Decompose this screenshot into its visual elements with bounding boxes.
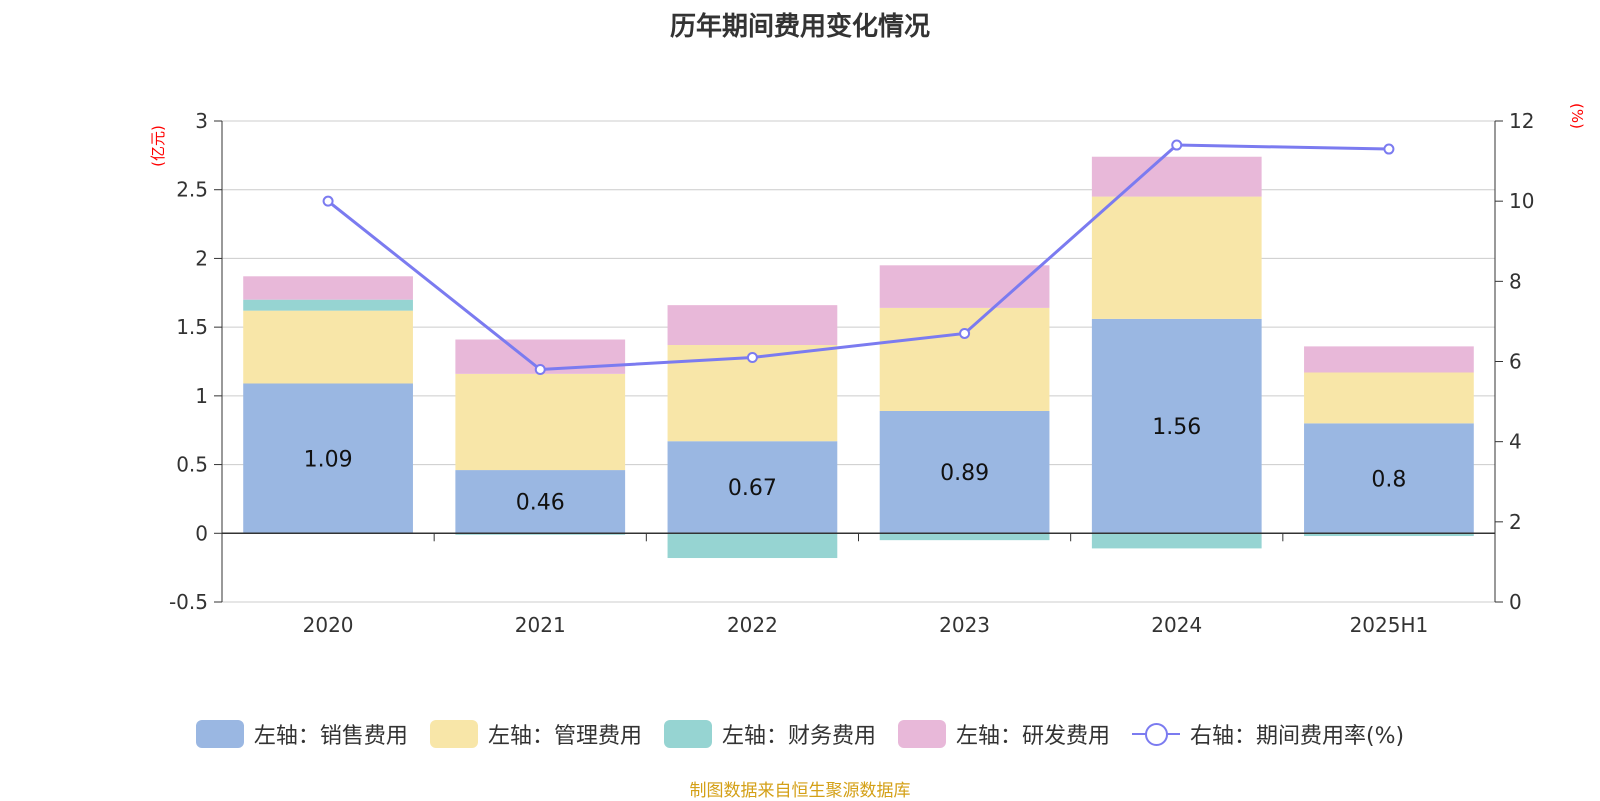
- bar-segment: [1304, 423, 1474, 534]
- axes: -0.5 0 0.5 1 1.5 2 2.5 3 0 2 4 6 8 10 12 2020 2021 2022 20…: [169, 109, 1534, 637]
- bar-segment: [879, 410, 1050, 534]
- bar-segment: [667, 305, 838, 346]
- left-axis-tick-label: 0: [195, 521, 208, 545]
- data-label: 1.09: [304, 447, 353, 472]
- category-label: 2025H1: [1350, 613, 1429, 637]
- rate-point: [959, 327, 971, 339]
- bar-segment: [455, 470, 626, 534]
- rate-point: [1171, 139, 1183, 151]
- left-axis-tick-label: -0.5: [169, 590, 208, 614]
- right-axis-unit: (%): [1568, 103, 1586, 129]
- left-axis-tick-label: 2: [195, 246, 208, 270]
- bar-segment: [243, 310, 413, 384]
- bar-segment: [243, 383, 413, 534]
- legend-item[interactable]: 左轴：管理费用: [429, 718, 642, 750]
- chart-title: 历年期间费用变化情况: [669, 12, 930, 42]
- legend-line-marker: [1131, 720, 1180, 748]
- category-label: 2023: [939, 613, 990, 637]
- legend-item[interactable]: 左轴：财务费用: [663, 718, 876, 750]
- legend-label: 左轴：研发费用: [955, 724, 1110, 749]
- rate-line: [327, 143, 1389, 372]
- right-axis-tick-label: 12: [1509, 109, 1534, 133]
- bar-segment: [879, 265, 1050, 308]
- legend-label: 左轴：销售费用: [253, 724, 408, 749]
- rate-line-series: [322, 139, 1395, 376]
- category-label: 2024: [1151, 613, 1202, 637]
- right-axis-tick-label: 10: [1509, 189, 1534, 213]
- category-label: 2020: [303, 613, 354, 637]
- data-label: 0.89: [940, 461, 989, 486]
- left-axis-tick-label: 2.5: [176, 178, 208, 202]
- rate-point: [322, 195, 334, 207]
- bar-segment: [1091, 156, 1262, 197]
- bar-segment: [879, 307, 1050, 411]
- right-axis-tick-label: 4: [1509, 430, 1522, 454]
- data-label: 1.56: [1152, 415, 1201, 440]
- bar-segment: [243, 276, 413, 300]
- legend-swatch: [897, 720, 946, 748]
- rate-point: [534, 364, 546, 376]
- legend-item[interactable]: 右轴：期间费用率(%): [1131, 718, 1405, 750]
- legend-item[interactable]: 左轴：销售费用: [195, 718, 408, 750]
- data-label: 0.67: [728, 476, 777, 501]
- left-axis-tick-label: 1.5: [176, 315, 208, 339]
- bar-segment: [243, 299, 413, 311]
- data-labels: 1.09 0.46 0.67 0.89 1.56 0.8: [304, 415, 1407, 516]
- legend-swatch: [663, 720, 712, 748]
- left-axis-tick-label: 0.5: [176, 453, 208, 477]
- bar-segment: [1304, 372, 1474, 424]
- legend-item[interactable]: 左轴：研发费用: [897, 718, 1110, 750]
- left-axis-tick-label: 3: [195, 109, 208, 133]
- right-axis-tick-label: 0: [1509, 590, 1522, 614]
- bar-segment: [667, 533, 838, 559]
- bar-segment: [667, 441, 838, 534]
- bar-segment: [455, 373, 626, 471]
- left-axis-unit: (亿元): [149, 125, 167, 167]
- legend-swatch: [195, 720, 244, 748]
- legend-label: 右轴：期间费用率(%): [1189, 724, 1405, 749]
- rate-point: [1383, 143, 1395, 155]
- legend: 左轴：销售费用 左轴：管理费用 左轴：财务费用 左轴：研发费用 右轴：期间费用率(%): [0, 718, 1600, 750]
- data-source-note: 制图数据来自恒生聚源数据库: [689, 781, 911, 801]
- bar-segment: [1091, 533, 1262, 549]
- data-label: 0.8: [1371, 467, 1406, 492]
- right-axis-tick-label: 8: [1509, 269, 1522, 293]
- bar-series: [243, 156, 1474, 559]
- data-label: 0.46: [516, 491, 565, 516]
- bar-segment: [1091, 318, 1262, 534]
- right-axis-tick-label: 2: [1509, 510, 1522, 534]
- bar-segment: [1304, 533, 1474, 537]
- bar-segment: [1091, 196, 1262, 319]
- right-axis-tick-label: 6: [1509, 350, 1522, 374]
- legend-label: 左轴：管理费用: [487, 724, 642, 749]
- legend-label: 左轴：财务费用: [721, 724, 876, 749]
- legend-swatch: [429, 720, 478, 748]
- gridlines: [222, 120, 1495, 603]
- category-label: 2021: [515, 613, 566, 637]
- left-axis-tick-label: 1: [195, 384, 208, 408]
- bar-segment: [879, 533, 1050, 541]
- bar-segment: [1304, 346, 1474, 373]
- rate-point: [746, 351, 758, 363]
- category-label: 2022: [727, 613, 778, 637]
